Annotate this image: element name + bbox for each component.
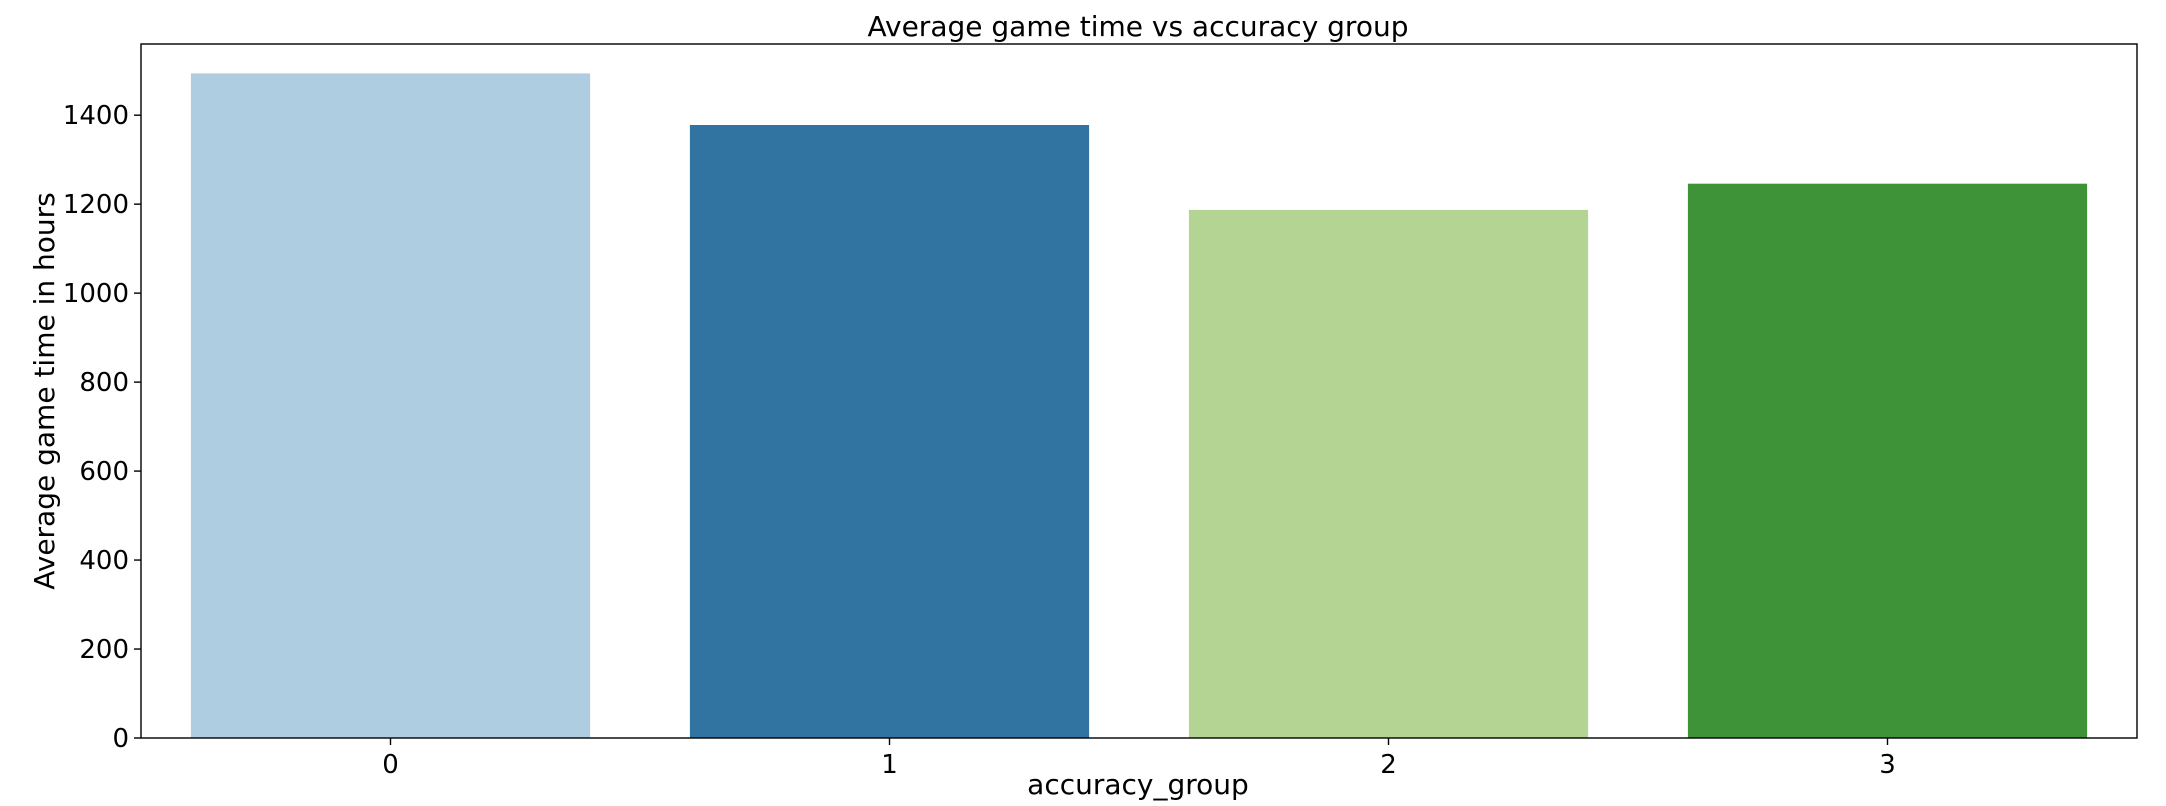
y-tick-label: 600: [79, 457, 129, 487]
x-tick-label: 1: [881, 750, 898, 780]
bar-2: [1188, 209, 1589, 738]
x-axis-ticks: 0 1 2 3: [382, 738, 1896, 780]
y-tick-label: 800: [79, 368, 129, 398]
x-tick-label: 2: [1380, 750, 1397, 780]
bar-1: [689, 125, 1090, 738]
y-tick-label: 1000: [63, 279, 129, 309]
y-axis-ticks: 0 200 400 600 800 1000 1200 1400: [63, 101, 141, 754]
x-axis-label: accuracy_group: [1027, 768, 1249, 801]
y-tick-label: 200: [79, 635, 129, 665]
y-axis-label: Average game time in hours: [28, 192, 61, 590]
plot-frame: [140, 43, 2138, 739]
y-tick-label: 400: [79, 546, 129, 576]
y-tick-label: 1200: [63, 190, 129, 220]
bar-0: [190, 73, 591, 738]
x-tick-label: 3: [1879, 750, 1896, 780]
y-tick-label: 0: [112, 724, 129, 754]
y-tick-label: 1400: [63, 101, 129, 131]
x-tick-label: 0: [382, 750, 399, 780]
bars-layer: [190, 73, 2088, 738]
chart-title: Average game time vs accuracy group: [868, 10, 1409, 43]
bar-3: [1687, 183, 2088, 738]
